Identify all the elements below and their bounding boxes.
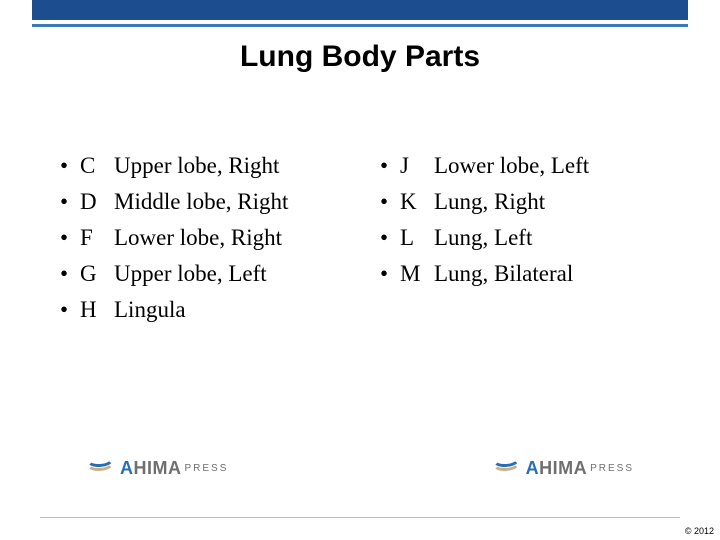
logo-text-rest: HIMA xyxy=(134,458,182,478)
column-left: • C Upper lobe, Right • D Middle lobe, R… xyxy=(60,148,380,328)
bullet-icon: • xyxy=(60,256,80,292)
slide: Lung Body Parts • C Upper lobe, Right • … xyxy=(0,0,720,540)
item-code: F xyxy=(80,220,114,256)
item-label: Lung, Right xyxy=(434,184,670,220)
footer: AHIMA PRESS AHIMA PRESS xyxy=(0,472,720,512)
swoosh-icon xyxy=(86,455,116,481)
item-code: C xyxy=(80,148,114,184)
logo-left: AHIMA PRESS xyxy=(86,454,228,482)
item-code: D xyxy=(80,184,114,220)
list-item: • D Middle lobe, Right xyxy=(60,184,380,220)
item-label: Lung, Left xyxy=(434,220,670,256)
logo-subtext: PRESS xyxy=(185,463,229,474)
list-item: • H Lingula xyxy=(60,292,380,328)
footer-rule xyxy=(40,517,680,518)
column-right: • J Lower lobe, Left • K Lung, Right • L… xyxy=(380,148,670,328)
item-label: Upper lobe, Left xyxy=(114,256,380,292)
item-code: L xyxy=(400,220,434,256)
list-item: • G Upper lobe, Left xyxy=(60,256,380,292)
logo-right: AHIMA PRESS xyxy=(492,454,634,482)
bullet-icon: • xyxy=(60,292,80,328)
item-label: Middle lobe, Right xyxy=(114,184,380,220)
item-code: K xyxy=(400,184,434,220)
bullet-icon: • xyxy=(60,184,80,220)
page-title: Lung Body Parts xyxy=(0,40,720,74)
logo-text-first: A xyxy=(526,458,540,478)
bullet-icon: • xyxy=(380,256,400,292)
list-item: • M Lung, Bilateral xyxy=(380,256,670,292)
list-item: • J Lower lobe, Left xyxy=(380,148,670,184)
bullet-icon: • xyxy=(380,148,400,184)
item-code: G xyxy=(80,256,114,292)
swoosh-icon xyxy=(492,455,522,481)
bullet-icon: • xyxy=(380,184,400,220)
item-label: Lower lobe, Left xyxy=(434,148,670,184)
item-label: Lower lobe, Right xyxy=(114,220,380,256)
list-item: • K Lung, Right xyxy=(380,184,670,220)
list-item: • L Lung, Left xyxy=(380,220,670,256)
bullet-icon: • xyxy=(380,220,400,256)
item-code: H xyxy=(80,292,114,328)
item-label: Lung, Bilateral xyxy=(434,256,670,292)
body-columns: • C Upper lobe, Right • D Middle lobe, R… xyxy=(60,148,670,328)
logo-text-first: A xyxy=(120,458,134,478)
header-rule xyxy=(32,24,688,27)
item-label: Upper lobe, Right xyxy=(114,148,380,184)
bullet-icon: • xyxy=(60,148,80,184)
item-code: M xyxy=(400,256,434,292)
list-item: • F Lower lobe, Right xyxy=(60,220,380,256)
logo-subtext: PRESS xyxy=(590,463,634,474)
logo-text-rest: HIMA xyxy=(539,458,587,478)
logo-text: AHIMA xyxy=(526,458,588,479)
logo-text: AHIMA xyxy=(120,458,182,479)
list-item: • C Upper lobe, Right xyxy=(60,148,380,184)
item-label: Lingula xyxy=(114,292,380,328)
bullet-icon: • xyxy=(60,220,80,256)
item-code: J xyxy=(400,148,434,184)
copyright: © 2012 xyxy=(685,526,714,536)
header-band xyxy=(0,0,720,26)
header-band-fill xyxy=(32,0,688,20)
